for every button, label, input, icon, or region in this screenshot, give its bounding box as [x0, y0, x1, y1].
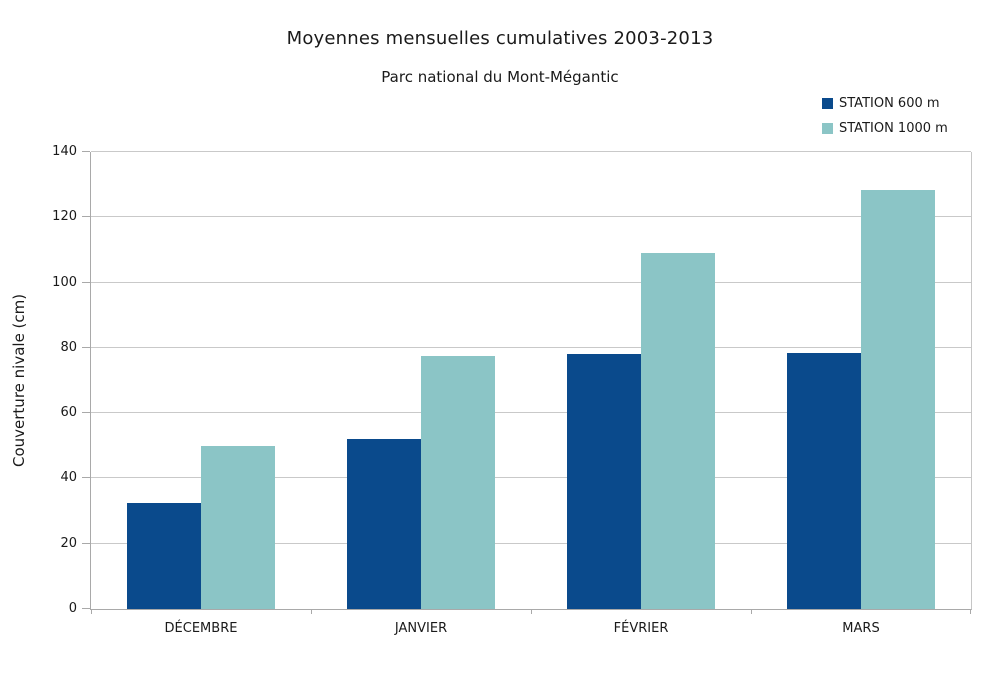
- legend: STATION 600 m STATION 1000 m: [822, 96, 948, 146]
- y-axis-tick-label: 20: [60, 535, 77, 551]
- y-axis-tick: [82, 346, 90, 348]
- x-axis-tick: [531, 609, 532, 614]
- y-axis-tick-label: 80: [60, 339, 77, 355]
- bar-series-0-category-2: [567, 354, 641, 609]
- y-axis-tick-label: 100: [52, 274, 77, 290]
- gridline: [91, 477, 971, 479]
- y-axis-tick-label: 40: [60, 470, 77, 486]
- x-axis-tick: [970, 609, 971, 614]
- legend-item-station-600m: STATION 600 m: [822, 96, 948, 111]
- y-axis-tick: [82, 477, 90, 479]
- x-axis-tick: [311, 609, 312, 614]
- x-axis-category-label: DÉCEMBRE: [164, 621, 238, 636]
- bar-series-1-category-1: [421, 356, 495, 609]
- gridline: [91, 151, 971, 152]
- legend-label-station-1000m: STATION 1000 m: [839, 121, 948, 136]
- bar-series-1-category-0: [201, 445, 275, 609]
- y-axis-title: Couverture nivale (cm): [10, 293, 28, 468]
- bar-series-0-category-3: [787, 352, 861, 609]
- y-axis-tick: [82, 281, 90, 283]
- bar-series-0-category-0: [127, 502, 201, 609]
- y-axis-tick-label: 0: [68, 601, 77, 616]
- x-axis-category-label: FÉVRIER: [613, 621, 669, 636]
- x-axis-tick: [751, 609, 752, 614]
- bar-series-1-category-3: [861, 189, 935, 609]
- y-axis-tick-label: 140: [52, 144, 77, 159]
- x-axis-category-label: JANVIER: [394, 621, 448, 636]
- y-axis-tick-label: 120: [52, 209, 77, 225]
- x-axis-category-label: MARS: [842, 621, 880, 636]
- chart-title: Moyennes mensuelles cumulatives 2003-201…: [286, 28, 714, 49]
- legend-label-station-600m: STATION 600 m: [839, 96, 940, 111]
- bar-series-1-category-2: [641, 253, 715, 609]
- y-axis-tick: [82, 542, 90, 544]
- y-axis-tick: [82, 151, 90, 152]
- legend-swatch-station-600m: [822, 98, 833, 109]
- legend-swatch-station-1000m: [822, 123, 833, 134]
- gridline: [91, 542, 971, 544]
- gridline: [91, 216, 971, 218]
- chart-subtitle: Parc national du Mont-Mégantic: [381, 68, 619, 86]
- y-axis-tick: [82, 608, 90, 609]
- legend-item-station-1000m: STATION 1000 m: [822, 121, 948, 136]
- gridline: [91, 281, 971, 283]
- y-axis-tick: [82, 412, 90, 414]
- gridline: [91, 346, 971, 348]
- y-axis-tick: [82, 216, 90, 218]
- bar-series-0-category-1: [347, 439, 421, 609]
- plot-area: 0 20 40 60 80 100 120 140 DÉCEMBRE JANVIER FÉVRIER…: [52, 144, 972, 636]
- x-axis-tick: [91, 609, 92, 614]
- gridline: [91, 412, 971, 414]
- y-axis-tick-label: 60: [60, 405, 77, 421]
